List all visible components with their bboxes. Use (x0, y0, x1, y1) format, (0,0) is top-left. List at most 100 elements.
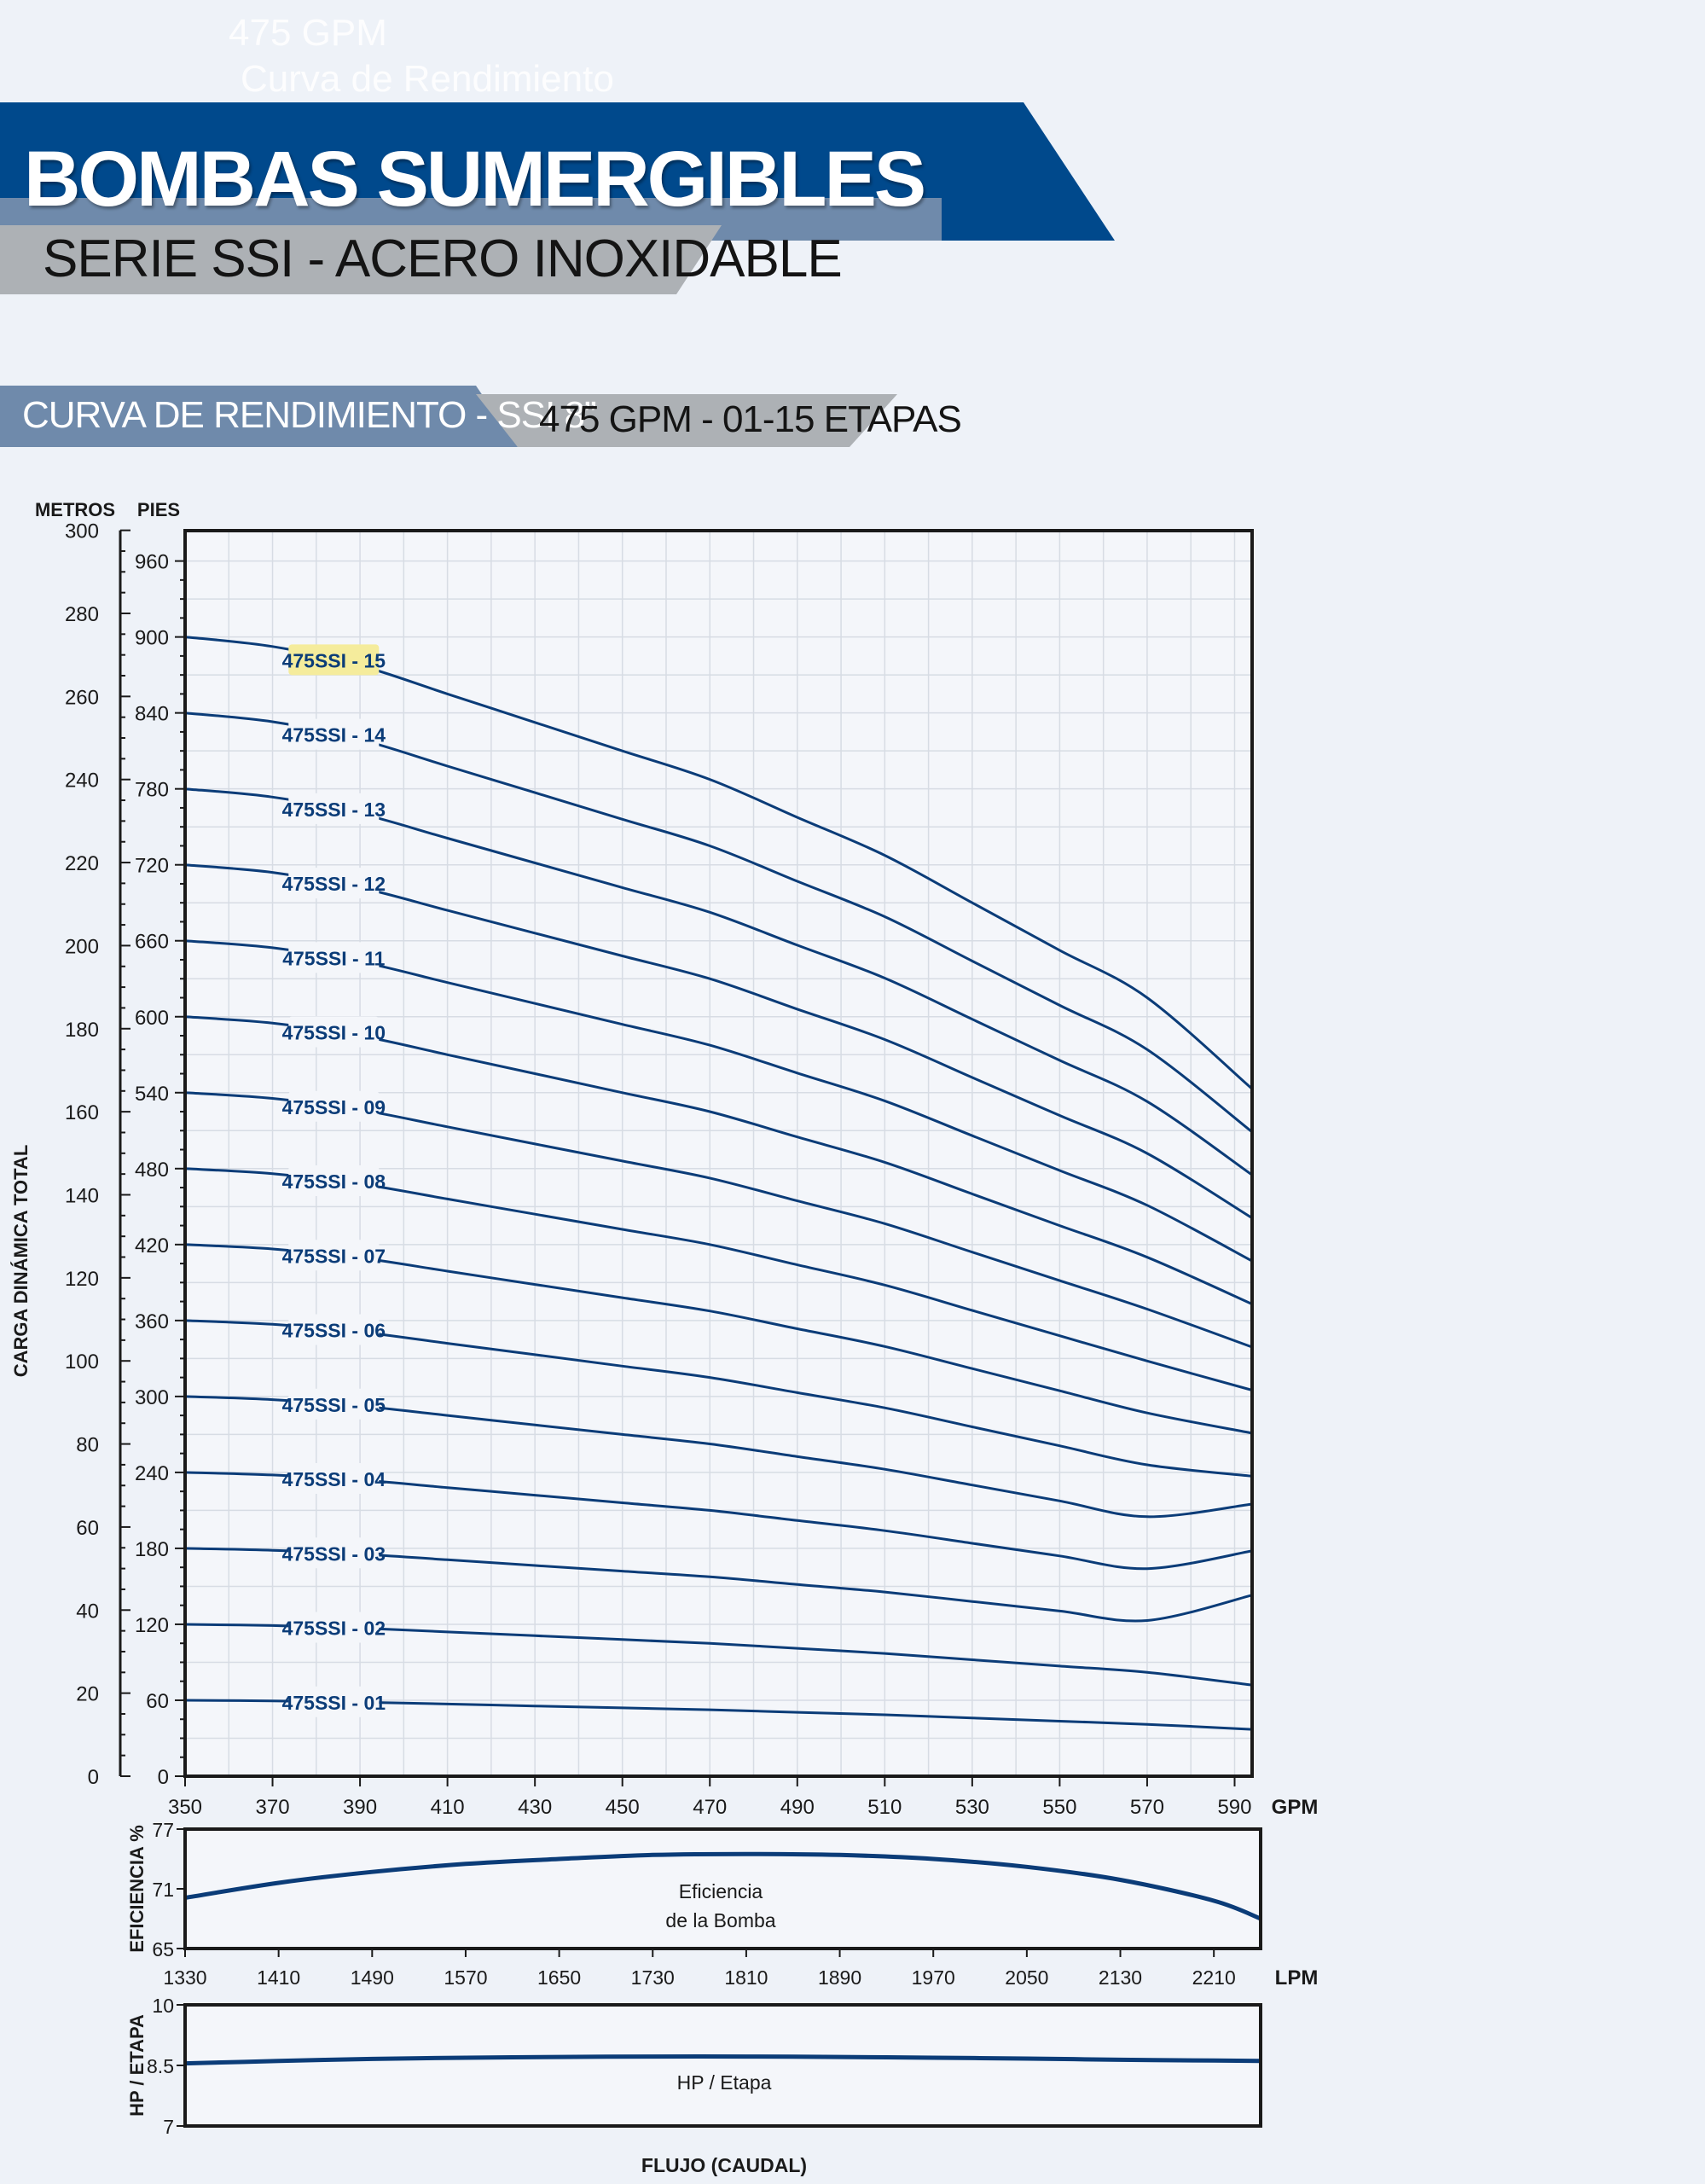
metres-tick-label: 80 (76, 1434, 99, 1457)
hp-tick-label: 10 (152, 1995, 174, 2017)
ft-tick-label: 720 (135, 855, 169, 878)
ft-tick-label: 0 (158, 1766, 169, 1789)
metres-tick-label: 200 (65, 935, 99, 958)
ft-tick-label: 180 (135, 1538, 169, 1561)
eff-annotation-line2: de la Bomba (665, 1909, 775, 1931)
metres-tick-label: 300 (65, 520, 99, 543)
eff-tick-label: 65 (152, 1938, 174, 1960)
metres-tick-label: 220 (65, 852, 99, 875)
ft-tick-label: 60 (146, 1690, 169, 1713)
hp-tick-label: 8.5 (147, 2055, 174, 2077)
ft-tick-label: 960 (135, 551, 169, 574)
ft-tick-label: 660 (135, 931, 169, 954)
hp-tick-label: 7 (163, 2116, 174, 2138)
head-chart: 0601201802403003604204805406006607207808… (10, 499, 1318, 1819)
eff-axis-label: EFICIENCIA % (126, 1825, 148, 1953)
curve-label: 475SSI - 09 (282, 1096, 386, 1118)
curve-label-bg (288, 1686, 380, 1717)
gpm-tick-label: 510 (867, 1796, 902, 1819)
ft-tick-label: 420 (135, 1234, 169, 1258)
ft-tick-label: 480 (135, 1159, 169, 1182)
ft-tick-label: 540 (135, 1083, 169, 1106)
gpm-tick-label: 550 (1042, 1796, 1076, 1819)
metres-tick-label: 60 (76, 1517, 99, 1540)
curve-label-bg (288, 1240, 380, 1271)
metres-tick-label: 180 (65, 1019, 99, 1042)
gpm-tick-label: 410 (431, 1796, 465, 1819)
ghost-title: 475 GPM (229, 12, 387, 54)
metres-tick-label: 240 (65, 770, 99, 793)
head-axis-title: CARGA DINÁMICA TOTAL (10, 1145, 32, 1378)
efficiency-curve (184, 1851, 1261, 1921)
gpm-tick-label: 490 (780, 1796, 815, 1819)
header-banner (0, 102, 1115, 447)
eff-annotation-bg (658, 1872, 783, 1937)
metres-tick-label: 260 (65, 686, 99, 709)
lpm-tick-label: 1570 (444, 1966, 487, 1989)
curve-label-bg (288, 793, 380, 824)
curve-label: 475SSI - 06 (282, 1320, 386, 1342)
page-subtitle: SERIE SSI - ACERO INOXIDABLE (43, 229, 843, 288)
ft-tick-label: 900 (135, 627, 169, 650)
eff-tick-label: 77 (152, 1819, 174, 1841)
gpm-tick-label: 570 (1130, 1796, 1164, 1819)
lpm-tick-label: 1730 (631, 1966, 675, 1989)
banner-grey (0, 225, 722, 294)
efficiency-plot-frame (183, 1827, 1262, 1950)
metres-tick-label: 140 (65, 1184, 99, 1207)
curve-label: 475SSI - 14 (282, 724, 386, 746)
curve-label: 475SSI - 08 (282, 1170, 386, 1193)
metres-tick-label: 40 (76, 1600, 99, 1623)
lpm-tick-label: 1970 (912, 1966, 955, 1989)
curve-label: 475SSI - 05 (282, 1394, 386, 1416)
curve-strip-label: CURVA DE RENDIMIENTO - SSI 8” (22, 394, 597, 436)
lpm-unit-label: LPM (1275, 1966, 1319, 1989)
gpm-tick-label: 530 (955, 1796, 989, 1819)
hp-annotation-bg (670, 2065, 778, 2100)
lpm-tick-label: 2130 (1099, 1966, 1142, 1989)
metres-axis-label: METROS (35, 499, 115, 520)
gpm-tick-label: 370 (256, 1796, 290, 1819)
metres-tick-label: 100 (65, 1350, 99, 1374)
curve-label: 475SSI - 12 (282, 873, 386, 895)
gpm-unit-label: GPM (1272, 1796, 1319, 1819)
curve-label-bg (288, 1165, 380, 1197)
curve-label: 475SSI - 01 (282, 1692, 386, 1714)
metres-tick-label: 0 (88, 1766, 99, 1789)
eff-tick-label: 71 (152, 1879, 174, 1901)
strip-left-bg (0, 386, 518, 447)
gpm-tick-label: 470 (693, 1796, 727, 1819)
lpm-tick-label: 1650 (537, 1966, 581, 1989)
curve-label-bg (288, 1463, 380, 1495)
curve-label: 475SSI - 07 (282, 1245, 386, 1267)
curve-label-bg (288, 1388, 380, 1420)
lpm-tick-label: 2050 (1005, 1966, 1048, 1989)
ft-tick-label: 840 (135, 703, 169, 726)
hp-plot-frame (183, 2003, 1262, 2128)
lpm-tick-label: 1410 (257, 1966, 300, 1989)
curve-label-bg (288, 644, 380, 676)
ft-tick-label: 600 (135, 1007, 169, 1030)
metres-tick-label: 160 (65, 1101, 99, 1124)
head-plot-area (185, 531, 1252, 1776)
curve-label: 475SSI - 11 (282, 947, 385, 969)
metres-tick-label: 120 (65, 1268, 99, 1291)
curve-label-bg (288, 1314, 380, 1345)
curve-label-bg (288, 942, 380, 973)
ft-tick-label: 360 (135, 1310, 169, 1333)
hp-curve (184, 2054, 1261, 2066)
performance-charts: 0601201802403003604204805406006607207808… (10, 499, 1318, 2176)
ft-tick-label: 780 (135, 779, 169, 802)
lpm-tick-label: 1810 (724, 1966, 768, 1989)
metres-tick-label: 20 (76, 1683, 99, 1706)
curve-label-bg (288, 718, 380, 750)
curve-label: 475SSI - 13 (282, 799, 386, 821)
curve-label: 475SSI - 15 (282, 649, 386, 671)
ghost-subtitle: Curva de Rendimiento (241, 58, 614, 100)
curve-label-bg (288, 1537, 380, 1569)
gpm-tick-label: 350 (168, 1796, 202, 1819)
curve-label-bg (288, 868, 380, 899)
gpm-tick-label: 590 (1217, 1796, 1251, 1819)
